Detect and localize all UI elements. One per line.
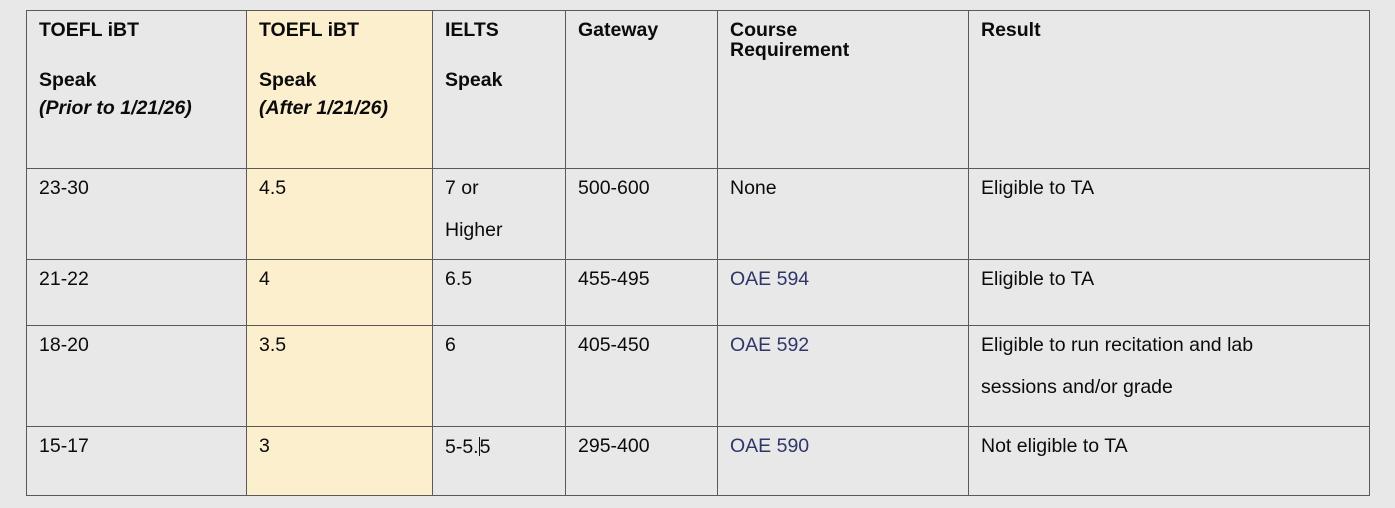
- table-header-row: TOEFL iBT Speak (Prior to 1/21/26) TOEFL…: [26, 10, 1370, 169]
- cell-toefl-prior: 18-20: [26, 325, 247, 427]
- cell-result: Not eligible to TA: [968, 426, 1370, 496]
- column-header-toefl-prior-title: TOEFL iBT: [39, 19, 140, 41]
- column-header-toefl-prior: TOEFL iBT Speak (Prior to 1/21/26): [26, 10, 247, 169]
- cell-gateway: 295-400: [565, 426, 718, 496]
- cell-ielts-speak[interactable]: 7 or Higher: [432, 168, 566, 260]
- column-header-toefl-after: TOEFL iBT Speak (After 1/21/26): [246, 10, 433, 169]
- cell-result-line1: Eligible to TA: [981, 268, 1095, 290]
- column-header-result: Result: [968, 10, 1370, 169]
- cell-ielts-line1: 7 or: [445, 177, 479, 199]
- cell-result-line1: Not eligible to TA: [981, 435, 1128, 457]
- text-caret: [478, 437, 480, 456]
- table-body: 23-30 4.5 7 or Higher 500-600 None Eligi…: [26, 168, 1370, 496]
- cell-gateway: 455-495: [565, 259, 718, 326]
- cell-course-requirement: OAE 590: [717, 426, 969, 496]
- column-header-ielts-speak: IELTS Speak: [432, 10, 566, 169]
- cell-ielts-speak[interactable]: 6.5: [432, 259, 566, 326]
- column-header-toefl-prior-sub2: (Prior to 1/21/26): [39, 97, 192, 119]
- column-header-toefl-after-title: TOEFL iBT: [259, 19, 360, 41]
- oae-course-link[interactable]: OAE 590: [730, 435, 810, 457]
- cell-gateway: 405-450: [565, 325, 718, 427]
- cell-result-line2: sessions and/or grade: [981, 375, 1173, 398]
- cell-result: Eligible to TA: [968, 168, 1370, 260]
- cell-toefl-after: 4: [246, 259, 433, 326]
- column-header-result-title: Result: [981, 19, 1041, 41]
- column-header-toefl-after-sub1: Speak: [259, 68, 317, 91]
- cell-result-line1: Eligible to TA: [981, 177, 1095, 199]
- cell-toefl-after: 4.5: [246, 168, 433, 260]
- cell-ielts-speak-editing[interactable]: 5-5.5: [432, 426, 566, 496]
- column-header-gateway: Gateway: [565, 10, 718, 169]
- cell-result-line1: Eligible to run recitation and lab: [981, 334, 1254, 356]
- score-requirements-table-wrapper: TOEFL iBT Speak (Prior to 1/21/26) TOEFL…: [26, 10, 1370, 496]
- cell-ielts-text-after-caret: 5: [479, 436, 491, 458]
- column-header-course-sub1: Requirement: [730, 38, 850, 61]
- cell-course-requirement: None: [717, 168, 969, 260]
- column-header-toefl-prior-sub1: Speak: [39, 68, 97, 91]
- cell-ielts-line2: Higher: [445, 218, 503, 241]
- column-header-ielts-sub1: Speak: [445, 68, 503, 91]
- column-header-course-requirement: Course Requirement: [717, 10, 969, 169]
- cell-result: Eligible to run recitation and lab sessi…: [968, 325, 1370, 427]
- score-requirements-table: TOEFL iBT Speak (Prior to 1/21/26) TOEFL…: [26, 10, 1370, 496]
- oae-course-link[interactable]: OAE 594: [730, 268, 810, 290]
- table-row: 15-17 3 5-5.5 295-400 OAE 590 Not eligib…: [26, 426, 1370, 496]
- cell-course-requirement: OAE 594: [717, 259, 969, 326]
- cell-toefl-prior: 23-30: [26, 168, 247, 260]
- table-row: 21-22 4 6.5 455-495 OAE 594 Eligible to …: [26, 259, 1370, 326]
- oae-course-link[interactable]: OAE 592: [730, 334, 810, 356]
- table-header: TOEFL iBT Speak (Prior to 1/21/26) TOEFL…: [26, 10, 1370, 169]
- column-header-toefl-after-sub2: (After 1/21/26): [259, 97, 388, 119]
- cell-toefl-after: 3: [246, 426, 433, 496]
- cell-toefl-after: 3.5: [246, 325, 433, 427]
- cell-ielts-speak[interactable]: 6: [432, 325, 566, 427]
- column-header-gateway-title: Gateway: [578, 19, 659, 41]
- cell-result: Eligible to TA: [968, 259, 1370, 326]
- cell-toefl-prior: 15-17: [26, 426, 247, 496]
- table-row: 23-30 4.5 7 or Higher 500-600 None Eligi…: [26, 168, 1370, 260]
- column-header-course-title: Course: [730, 19, 798, 41]
- cell-ielts-line1: 6.5: [445, 268, 473, 290]
- cell-ielts-line1: 6: [445, 334, 456, 356]
- cell-ielts-text-before-caret: 5-5.: [445, 436, 479, 458]
- cell-gateway: 500-600: [565, 168, 718, 260]
- table-row: 18-20 3.5 6 405-450 OAE 592 Eligible to …: [26, 325, 1370, 427]
- cell-course-requirement: OAE 592: [717, 325, 969, 427]
- cell-toefl-prior: 21-22: [26, 259, 247, 326]
- column-header-ielts-title: IELTS: [445, 19, 499, 41]
